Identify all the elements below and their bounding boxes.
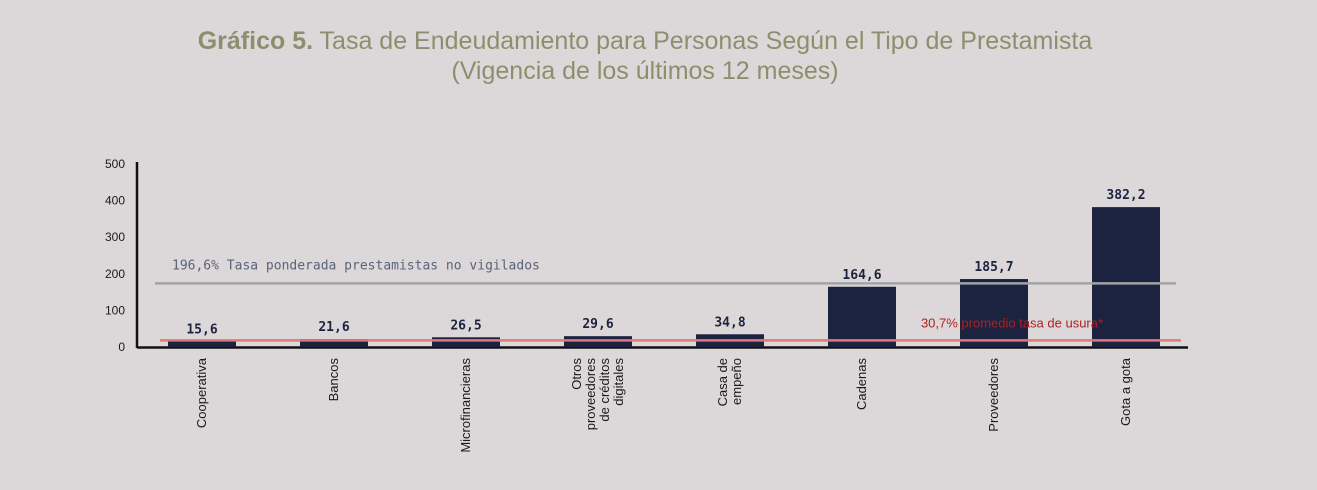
reference-label-weighted-rate: 196,6% Tasa ponderada prestamistas no vi… — [172, 258, 540, 273]
bar-5 — [828, 286, 896, 347]
category-label-3-2: de créditos — [597, 358, 612, 422]
bar-1 — [300, 339, 368, 347]
data-label-1: 21,6 — [318, 320, 349, 335]
y-tick-label: 400 — [105, 194, 125, 208]
category-label-4-1: empeño — [729, 358, 744, 405]
data-label-3: 29,6 — [582, 317, 613, 332]
data-label-0: 15,6 — [186, 322, 217, 337]
category-label-1-0: Bancos — [326, 358, 341, 402]
y-tick-label: 100 — [105, 303, 125, 317]
category-label-3-0: Otros — [569, 358, 584, 390]
category-label-7-0: Gota a gota — [1118, 357, 1133, 426]
category-label-2-0: Microfinancieras — [458, 358, 473, 453]
bar-7 — [1092, 207, 1160, 347]
title-main: Tasa de Endeudamiento para Personas Segú… — [319, 27, 1093, 55]
category-label-3-3: digitales — [611, 358, 626, 406]
data-label-7: 382,2 — [1106, 188, 1145, 203]
category-label-4-0: Casa de — [715, 358, 730, 406]
y-tick-label: 300 — [105, 230, 125, 244]
title-prefix: Gráfico 5. — [197, 27, 314, 55]
y-tick-label: 500 — [105, 157, 125, 171]
title-subtitle: (Vigencia de los últimos 12 meses) — [451, 57, 839, 85]
data-label-2: 26,5 — [450, 318, 481, 333]
bar-0 — [168, 341, 236, 347]
bar-3 — [564, 336, 632, 347]
category-label-3-1: proveedores — [583, 358, 598, 431]
bar-2 — [432, 337, 500, 347]
y-tick-label: 200 — [105, 267, 125, 281]
y-tick-label: 0 — [118, 340, 125, 354]
category-label-5-0: Cadenas — [854, 358, 869, 411]
category-label-6-0: Proveedores — [986, 358, 1001, 432]
reference-label-usury-rate: 30,7% promedio tasa de usura* — [921, 315, 1103, 330]
category-label-0-0: Cooperativa — [194, 357, 209, 428]
data-label-5: 164,6 — [842, 268, 881, 283]
data-label-6: 185,7 — [974, 260, 1013, 275]
chart-title: Gráfico 5. Tasa de Endeudamiento para Pe… — [0, 26, 1290, 86]
data-label-4: 34,8 — [714, 315, 745, 330]
bar-6 — [960, 279, 1028, 347]
